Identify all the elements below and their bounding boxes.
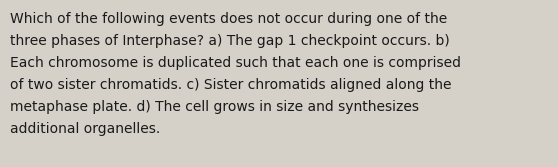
Text: of two sister chromatids. c) Sister chromatids aligned along the: of two sister chromatids. c) Sister chro… xyxy=(10,78,451,92)
Text: Which of the following events does not occur during one of the: Which of the following events does not o… xyxy=(10,12,448,26)
Text: metaphase plate. d) The cell grows in size and synthesizes: metaphase plate. d) The cell grows in si… xyxy=(10,100,419,114)
Text: three phases of Interphase? a) The gap 1 checkpoint occurs. b): three phases of Interphase? a) The gap 1… xyxy=(10,34,450,48)
Text: additional organelles.: additional organelles. xyxy=(10,122,160,136)
Text: Each chromosome is duplicated such that each one is comprised: Each chromosome is duplicated such that … xyxy=(10,56,461,70)
